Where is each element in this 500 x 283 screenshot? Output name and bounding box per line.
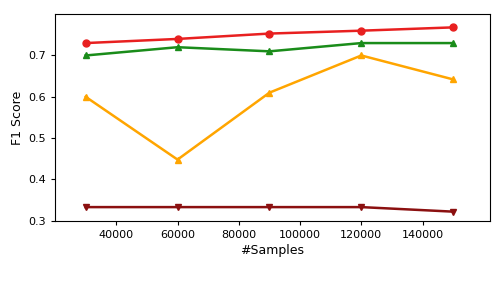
Random — [358, 54, 364, 57]
Random — [82, 95, 88, 98]
Line: Agglomerative clustering: Agglomerative clustering — [82, 40, 456, 59]
Random — [450, 78, 456, 81]
Y-axis label: F1 Score: F1 Score — [11, 90, 24, 145]
Line: Proposed: Proposed — [82, 24, 456, 46]
DBSCAN — [82, 205, 88, 209]
DBSCAN — [450, 210, 456, 213]
DBSCAN — [358, 205, 364, 209]
Proposed — [266, 32, 272, 35]
Agglomerative clustering — [174, 46, 180, 49]
Random — [174, 158, 180, 161]
DBSCAN — [174, 205, 180, 209]
Proposed — [82, 41, 88, 45]
Random — [266, 91, 272, 94]
Proposed — [450, 26, 456, 29]
X-axis label: #Samples: #Samples — [240, 244, 304, 257]
Proposed — [358, 29, 364, 32]
Agglomerative clustering — [358, 41, 364, 45]
Proposed — [174, 37, 180, 41]
Agglomerative clustering — [82, 54, 88, 57]
DBSCAN — [266, 205, 272, 209]
Agglomerative clustering — [266, 50, 272, 53]
Line: DBSCAN: DBSCAN — [82, 204, 456, 215]
Line: Random: Random — [82, 52, 456, 163]
Agglomerative clustering — [450, 41, 456, 45]
